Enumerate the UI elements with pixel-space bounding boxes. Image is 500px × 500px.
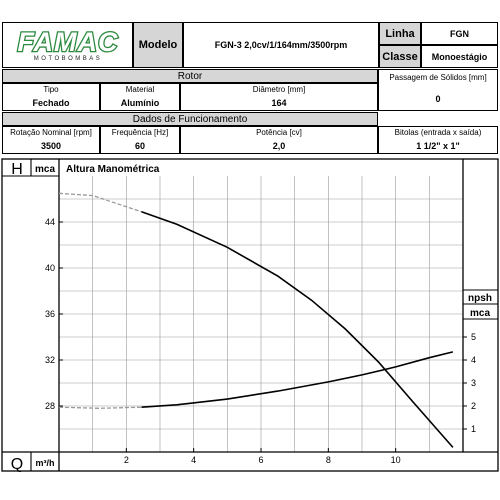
npsh-curve xyxy=(141,351,454,408)
rotor-title: Rotor xyxy=(2,69,378,83)
y2-tick-label: 1 xyxy=(471,424,476,434)
famac-logo-icon: FAMAC MOTOBOMBAS xyxy=(16,27,119,62)
y2-tick-label: 4 xyxy=(471,355,476,365)
x-unit-label: m³/h xyxy=(36,458,55,468)
h-axis-letter: H xyxy=(11,161,23,178)
x-tick-label: 10 xyxy=(391,455,401,465)
linha-value: FGN xyxy=(421,22,498,45)
tipo-label: Tipo xyxy=(43,85,59,94)
rotacao-label: Rotação Nominal [rpm] xyxy=(10,128,92,137)
y2-tick-label: 2 xyxy=(471,401,476,411)
y2-tick-label: 3 xyxy=(471,378,476,388)
potencia-label: Potência [cv] xyxy=(256,128,302,137)
head-curve xyxy=(141,210,454,448)
frequencia-cell: Frequência [Hz] 60 xyxy=(100,126,180,154)
y-unit-label: mca xyxy=(35,164,55,175)
y-tick-label: 40 xyxy=(45,263,55,273)
y-tick-label: 32 xyxy=(45,355,55,365)
chart-curves xyxy=(58,192,454,448)
x-tick-label: 4 xyxy=(191,455,196,465)
logo-cell: FAMAC MOTOBOMBAS xyxy=(2,22,133,68)
tipo-cell: Tipo Fechado xyxy=(2,83,100,111)
modelo-value: FGN-3 2,0cv/1/164mm/3500rpm xyxy=(183,22,379,68)
classe-label: Classe xyxy=(379,45,421,68)
diametro-label: Diâmetro [mm] xyxy=(252,85,306,94)
funcionamento-title: Dados de Funcionamento xyxy=(2,112,378,126)
frequencia-label: Frequência [Hz] xyxy=(111,128,169,137)
bitolas-value: 1 1/2" x 1" xyxy=(416,141,460,151)
logo-text: FAMAC xyxy=(17,27,118,57)
chart-ticks: 2 4 6 8 10 28 32 36 40 44 1 2 3 4 5 xyxy=(45,217,476,465)
x-tick-label: 6 xyxy=(258,455,263,465)
head-curve-extrapolated xyxy=(58,192,142,213)
potencia-cell: Potência [cv] 2,0 xyxy=(180,126,378,154)
x-tick-label: 2 xyxy=(124,455,129,465)
rotacao-value: 3500 xyxy=(40,141,62,151)
rotacao-cell: Rotação Nominal [rpm] 3500 xyxy=(2,126,100,154)
y-tick-label: 28 xyxy=(45,401,55,411)
passagem-value: 0 xyxy=(435,94,441,104)
diametro-value: 164 xyxy=(271,98,287,108)
chart-title: Altura Manométrica xyxy=(66,164,160,175)
potencia-value: 2,0 xyxy=(272,141,286,151)
bitolas-label: Bitolas (entrada x saída) xyxy=(394,128,482,137)
classe-value: Monoestágio xyxy=(421,45,498,68)
npsh-unit-label: mca xyxy=(470,308,490,319)
frequencia-value: 60 xyxy=(134,141,145,151)
x-tick-label: 8 xyxy=(326,455,331,465)
material-value: Alumínio xyxy=(120,98,160,108)
y2-tick-label: 5 xyxy=(471,332,476,342)
pump-curve-chart: H mca Altura Manométrica Q m³/h npsh mca… xyxy=(1,158,499,473)
q-axis-letter: Q xyxy=(11,456,23,473)
tipo-value: Fechado xyxy=(32,98,70,108)
npsh-label: npsh xyxy=(468,293,492,304)
passagem-cell: Passagem de Sólidos [mm] 0 xyxy=(378,69,498,111)
npsh-curve-extrapolated xyxy=(58,406,142,409)
bitolas-cell: Bitolas (entrada x saída) 1 1/2" x 1" xyxy=(378,126,498,154)
linha-label: Linha xyxy=(379,22,421,45)
material-label: Material xyxy=(125,85,155,94)
chart-frame xyxy=(1,158,499,472)
chart-grid xyxy=(59,176,463,452)
material-cell: Material Alumínio xyxy=(100,83,180,111)
modelo-label: Modelo xyxy=(133,22,183,68)
y-tick-label: 36 xyxy=(45,309,55,319)
diametro-cell: Diâmetro [mm] 164 xyxy=(180,83,378,111)
logo-subtitle: MOTOBOMBAS xyxy=(33,56,102,62)
y-tick-label: 44 xyxy=(45,217,55,227)
passagem-label: Passagem de Sólidos [mm] xyxy=(389,73,487,82)
